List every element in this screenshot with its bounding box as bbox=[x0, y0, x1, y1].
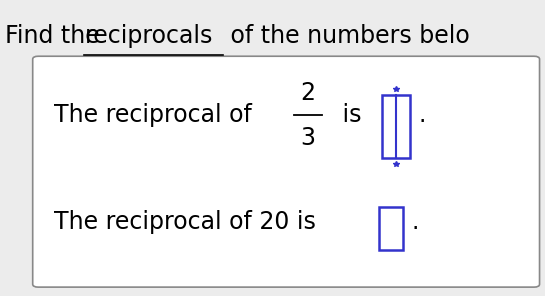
FancyBboxPatch shape bbox=[382, 95, 410, 158]
Text: .: . bbox=[418, 103, 426, 128]
FancyBboxPatch shape bbox=[33, 56, 540, 287]
Text: 3: 3 bbox=[300, 126, 316, 150]
Text: is: is bbox=[335, 103, 362, 128]
Text: of the numbers belo: of the numbers belo bbox=[223, 23, 470, 48]
FancyBboxPatch shape bbox=[379, 207, 403, 250]
Text: The reciprocal of 20 is: The reciprocal of 20 is bbox=[54, 210, 317, 234]
Text: Find the: Find the bbox=[5, 23, 108, 48]
Text: .: . bbox=[411, 210, 419, 234]
Text: The reciprocal of: The reciprocal of bbox=[54, 103, 252, 128]
Text: reciprocals: reciprocals bbox=[84, 23, 213, 48]
Text: 2: 2 bbox=[300, 81, 316, 105]
